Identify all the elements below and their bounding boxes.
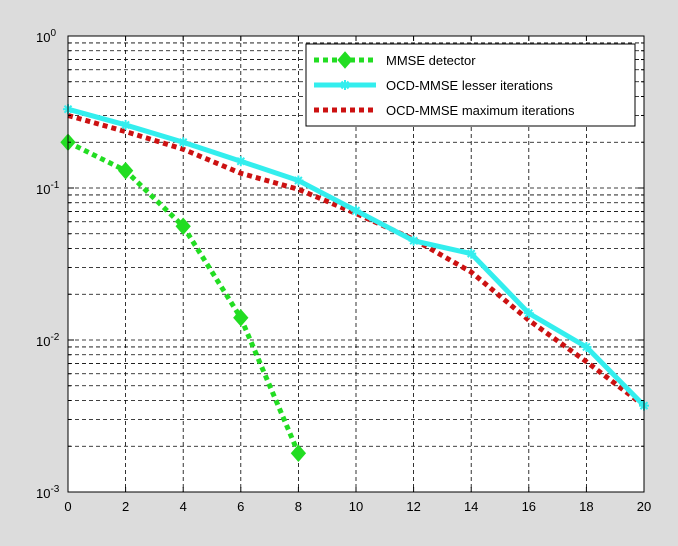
legend-entry: OCD-MMSE maximum iterations — [314, 103, 575, 118]
series-line — [67, 113, 646, 408]
data-point — [351, 205, 361, 216]
data-point — [337, 51, 353, 69]
data-point — [523, 308, 534, 319]
x-tick-label: 12 — [406, 499, 420, 514]
x-tick-label: 16 — [522, 499, 536, 514]
legend-label: MMSE detector — [386, 53, 476, 68]
data-point — [466, 248, 477, 259]
series-0 — [60, 133, 307, 462]
data-point — [340, 80, 350, 90]
x-tick-label: 6 — [237, 499, 244, 514]
data-point — [233, 309, 249, 327]
legend-label: OCD-MMSE maximum iterations — [386, 103, 575, 118]
data-point — [175, 217, 191, 236]
ticks: 0 2 4 6 8 10 12 14 16 18 20 10-3 10-2 10-1 100 — [36, 28, 651, 514]
y-tick-label: 10-1 — [36, 180, 60, 197]
x-tick-label: 10 — [349, 499, 363, 514]
data-point — [235, 156, 246, 167]
legend: MMSE detector OCD-MMSE lesser iterations O… — [305, 43, 636, 127]
x-tick-label: 4 — [180, 499, 187, 514]
x-tick-label: 14 — [464, 499, 478, 514]
x-tick-label: 20 — [637, 499, 651, 514]
data-point — [408, 235, 419, 246]
data-point — [581, 341, 592, 352]
x-tick-label: 0 — [64, 499, 71, 514]
series-2 — [67, 113, 646, 408]
data-point — [178, 137, 189, 148]
y-tick-label: 10-2 — [36, 332, 60, 349]
legend-label: OCD-MMSE lesser iterations — [386, 78, 553, 93]
grid — [68, 36, 644, 492]
y-tick-label: 100 — [36, 28, 56, 45]
y-tick-label: 10-3 — [36, 484, 60, 501]
data-point — [117, 161, 134, 180]
x-tick-label: 18 — [579, 499, 593, 514]
legend-entry: MMSE detector — [314, 51, 476, 69]
data-point — [120, 119, 131, 130]
legend-entry: OCD-MMSE lesser iterations — [314, 78, 553, 93]
x-tick-label: 2 — [122, 499, 129, 514]
data-point — [293, 175, 304, 186]
x-tick-label: 8 — [295, 499, 302, 514]
data-point — [290, 444, 307, 462]
